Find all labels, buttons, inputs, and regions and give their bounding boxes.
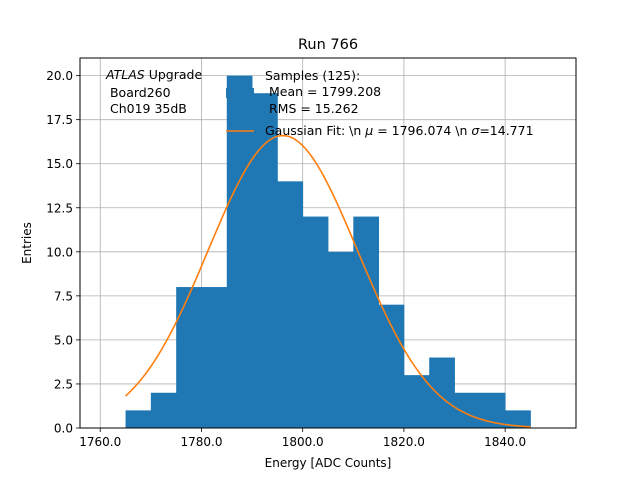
atlas-annotation: ATLAS Upgrade Board260 Ch019 35dB [105, 67, 202, 116]
legend-samples-line1: Samples (125): [265, 68, 360, 83]
x-ticks: 1760.0 1780.0 1800.0 1820.0 1840.0 [79, 428, 526, 449]
x-tick-label: 1820.0 [383, 435, 425, 449]
svg-text:ATLAS Upgrade: ATLAS Upgrade [105, 67, 202, 82]
y-tick-label: 0.0 [54, 422, 73, 436]
y-tick-label: 12.5 [46, 201, 73, 215]
y-ticks: 0.0 2.5 5.0 7.5 10.0 12.5 15.0 17.5 20.0 [46, 69, 80, 436]
histogram-bar [429, 357, 455, 428]
y-tick-label: 2.5 [54, 377, 73, 391]
annotation-italic: ATLAS [105, 67, 145, 82]
y-tick-label: 15.0 [46, 157, 73, 171]
y-axis-label: Entries [20, 222, 34, 264]
y-tick-label: 7.5 [54, 289, 73, 303]
legend: Samples (125): Mean = 1799.208 RMS = 15.… [226, 68, 534, 138]
x-tick-label: 1800.0 [282, 435, 324, 449]
annotation-rest: Upgrade [145, 67, 203, 82]
annotation-board: Board260 [106, 85, 171, 100]
legend-samples-line2: Mean = 1799.208 [265, 84, 381, 99]
y-tick-label: 17.5 [46, 113, 73, 127]
gaussian-fit-line [125, 134, 531, 428]
histogram-bar [302, 216, 329, 428]
histogram-bar [378, 304, 405, 428]
plot-frame [79, 57, 577, 429]
gaussian-fit [125, 134, 531, 428]
histogram-bar [328, 251, 354, 428]
x-axis-label: Energy [ADC Counts] [265, 456, 392, 470]
histogram-bar [125, 410, 152, 428]
y-tick-label: 5.0 [54, 333, 73, 347]
histogram-bar [403, 375, 430, 428]
histogram-bar [252, 93, 278, 428]
histogram-bar [201, 287, 228, 428]
x-tick-label: 1840.0 [484, 435, 526, 449]
histogram-bar [505, 410, 531, 428]
legend-fit-label: Gaussian Fit: \n μ = 1796.074 \n σ=14.77… [265, 123, 534, 138]
y-tick-label: 10.0 [46, 245, 73, 259]
legend-bar-swatch [226, 88, 254, 98]
y-tick-label: 20.0 [46, 69, 73, 83]
histogram-bar [454, 392, 481, 428]
x-tick-label: 1780.0 [180, 435, 222, 449]
annotation-channel: Ch019 35dB [106, 101, 187, 116]
chart-title: Run 766 [298, 37, 358, 53]
x-tick-label: 1760.0 [79, 435, 121, 449]
histogram-bars [125, 75, 531, 428]
histogram-bar [150, 392, 177, 428]
legend-samples-line3: RMS = 15.262 [265, 101, 359, 116]
histogram-bar [176, 287, 202, 428]
histogram-bar [226, 75, 253, 428]
histogram-bar [277, 181, 304, 428]
